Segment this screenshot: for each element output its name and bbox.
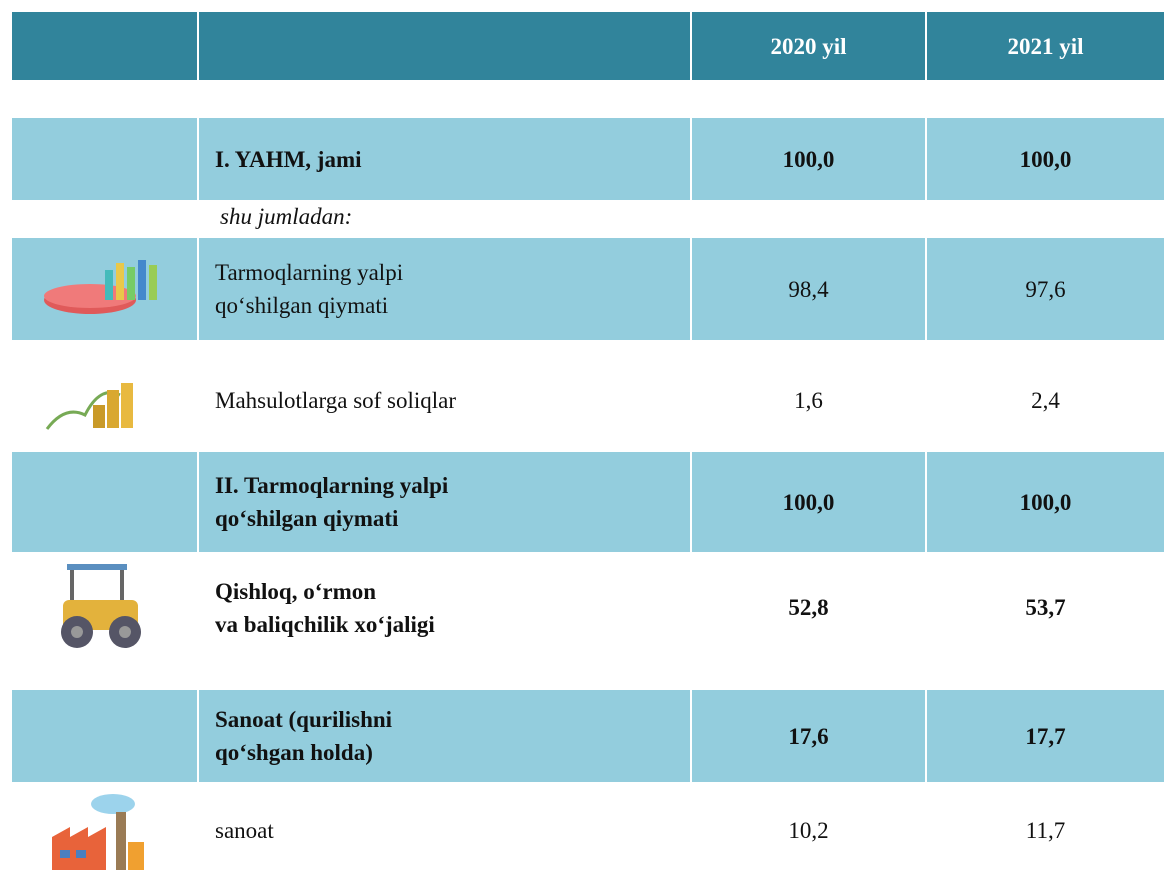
row-label: sanoat [199, 790, 690, 870]
coins-icon [45, 383, 133, 430]
header-cell [12, 12, 197, 80]
icon-cell [12, 118, 197, 200]
label-line: I. YAHM, jami [215, 146, 362, 172]
row-label: I. YAHM, jami [199, 118, 690, 200]
icon-cell [12, 452, 197, 552]
row-label: Qishloq, o‘rmon va baliqchilik xo‘jaligi [199, 555, 690, 660]
row-label: Sanoat (qurilishni qo‘shgan holda) [199, 690, 690, 782]
value-cell: 100,0 [927, 452, 1164, 552]
note: shu jumladan: [220, 203, 353, 229]
label-line: qo‘shilgan qiymati [215, 293, 389, 318]
row-label: II. Tarmoqlarning yalpi qo‘shilgan qiymat… [199, 452, 690, 552]
value-cell: 10,2 [788, 817, 829, 843]
label-line: Sanoat (qurilishni [215, 707, 393, 732]
header-cell: 2021 yil [927, 12, 1164, 80]
value-cell: 97,6 [927, 238, 1164, 340]
label-line: sanoat [215, 817, 274, 843]
factory-icon [52, 794, 144, 870]
value-cell: 100,0 [692, 118, 925, 200]
label-line: II. Tarmoqlarning yalpi [215, 473, 449, 498]
header-cell: 2020 yil [692, 12, 925, 80]
label-line: Qishloq, o‘rmon [215, 578, 377, 604]
value-cell: 1,6 [794, 387, 823, 413]
label-line: va baliqchilik xo‘jaligi [215, 611, 435, 637]
icon-cell [12, 690, 197, 782]
row-label: Tarmoqlarning yalpi qo‘shilgan qiymati [199, 238, 690, 340]
value-cell: 11,7 [1025, 817, 1066, 843]
label-line: Mahsulotlarga sof soliqlar [215, 387, 457, 413]
row-label: Mahsulotlarga sof soliqlar [199, 355, 690, 445]
value-cell: 98,4 [692, 238, 925, 340]
label-line: Tarmoqlarning yalpi [215, 260, 404, 285]
value-cell: 52,8 [788, 595, 829, 620]
header-cell [199, 12, 690, 80]
value-cell: 17,7 [927, 690, 1164, 782]
value-cell: 100,0 [692, 452, 925, 552]
chart-icon [44, 260, 157, 314]
value-cell: 2,4 [1031, 387, 1060, 413]
value-cell: 53,7 [1025, 595, 1066, 620]
label-line: qo‘shilgan qiymati [215, 506, 399, 531]
tractor-icon [61, 564, 141, 648]
label-line: qo‘shgan holda) [215, 740, 373, 765]
value-cell: 17,6 [692, 690, 925, 782]
value-cell: 100,0 [927, 118, 1164, 200]
